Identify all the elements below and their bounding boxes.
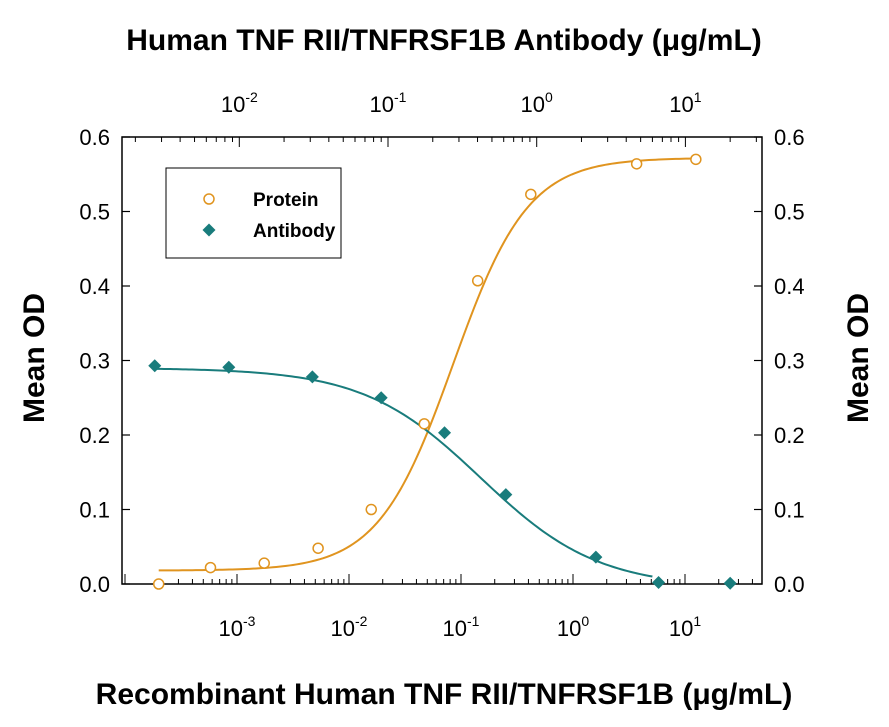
y-axis-label-right: Mean OD xyxy=(842,293,875,423)
antibody-fit-curve xyxy=(154,367,653,578)
antibody-point xyxy=(374,391,388,405)
x-axis-label: Recombinant Human TNF RII/TNFRSF1B (μg/m… xyxy=(96,678,793,711)
protein-point xyxy=(418,418,431,430)
y-tick-label-right: 0.4 xyxy=(774,274,805,299)
antibody-point xyxy=(652,576,666,590)
y-tick-label-right: 0.5 xyxy=(774,200,805,225)
x-bottom-tick-label: 100 xyxy=(557,613,589,641)
y-tick-label-left: 0.2 xyxy=(79,423,110,448)
y-axis-label-left: Mean OD xyxy=(18,293,51,423)
legend-label: Antibody xyxy=(253,221,336,242)
antibody-point xyxy=(723,576,737,590)
axes-layer: 0.0 0.0 0.1 0.1 0.2 0.2 0.3 0.3 0.4 0.4 0.5 0.5 0.6 0… xyxy=(79,89,804,641)
x-top-tick-label: 10-1 xyxy=(370,89,407,117)
x-bottom-tick-label: 10-1 xyxy=(443,613,480,641)
x-top-tick-label: 10-2 xyxy=(221,89,258,117)
antibody-point xyxy=(499,488,513,502)
legend-label: Protein xyxy=(253,190,318,211)
y-tick-label-left: 0.3 xyxy=(79,349,110,374)
legend-box xyxy=(165,167,342,259)
fit-curves xyxy=(154,157,696,578)
antibody-point xyxy=(222,360,236,374)
protein-point xyxy=(525,188,537,201)
data-points xyxy=(148,153,737,590)
x-top-tick-label: 101 xyxy=(669,89,701,117)
x-top-tick-label: 100 xyxy=(521,89,553,117)
y-tick-label-left: 0.5 xyxy=(79,200,110,225)
legend-entries: Protein Antibody xyxy=(202,190,336,242)
protein-point xyxy=(365,503,377,516)
protein-point xyxy=(312,542,324,554)
y-tick-label-left: 0.1 xyxy=(79,498,110,523)
protein-point xyxy=(471,275,484,287)
y-tick-label-right: 0.3 xyxy=(774,349,805,374)
legend: Protein Antibody xyxy=(165,167,342,259)
protein-fit-curve xyxy=(158,157,696,572)
y-tick-label-left: 0.0 xyxy=(79,572,110,597)
y-tick-label-left: 0.4 xyxy=(79,274,110,299)
legend-marker-protein xyxy=(203,193,215,205)
y-tick-label-right: 0.6 xyxy=(774,125,805,150)
antibody-point xyxy=(589,550,603,564)
x-bottom-tick-label: 101 xyxy=(669,613,701,641)
y-tick-label-right: 0.2 xyxy=(774,423,805,448)
y-tick-label-left: 0.6 xyxy=(79,125,110,150)
chart-title: Human TNF RII/TNFRSF1B Antibody (μg/mL) xyxy=(126,24,762,57)
protein-point xyxy=(152,578,165,590)
x-bottom-tick-label: 10-3 xyxy=(219,613,256,641)
x-bottom-tick-label: 10-2 xyxy=(331,613,368,641)
protein-point xyxy=(258,557,270,569)
y-tick-label-right: 0.1 xyxy=(774,498,805,523)
antibody-point xyxy=(438,426,452,440)
protein-point xyxy=(690,153,702,166)
antibody-point xyxy=(305,370,319,384)
protein-point xyxy=(630,158,643,170)
legend-marker-antibody xyxy=(202,223,216,237)
protein-point xyxy=(204,561,217,574)
y-tick-label-right: 0.0 xyxy=(774,572,805,597)
antibody-point xyxy=(148,359,162,373)
